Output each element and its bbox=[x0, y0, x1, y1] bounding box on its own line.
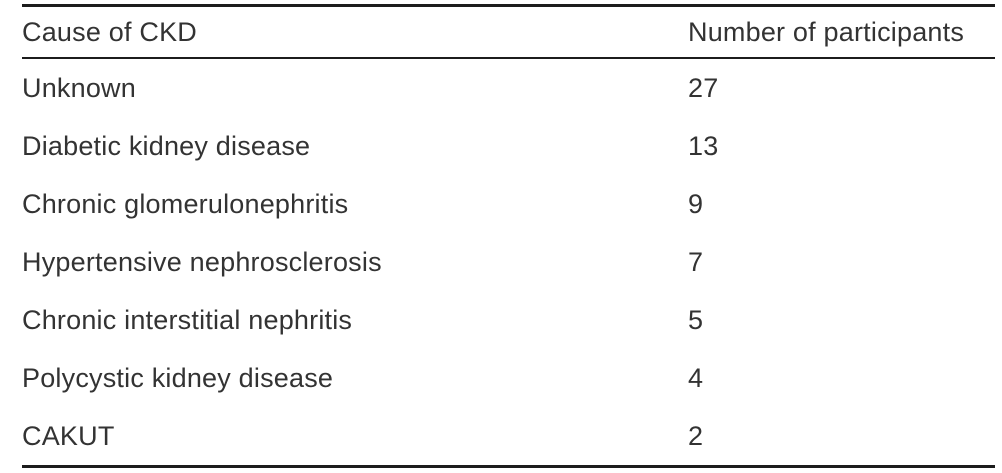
table-body: Unknown 27 Diabetic kidney disease 13 Ch… bbox=[22, 58, 995, 467]
header-row: Cause of CKD Number of participants bbox=[22, 5, 995, 59]
participants-cell: 2 bbox=[688, 420, 704, 451]
column-header-cause: Cause of CKD bbox=[22, 5, 688, 59]
participants-cell: 7 bbox=[688, 246, 704, 277]
table-row: Diabetic kidney disease 13 bbox=[22, 117, 995, 175]
participants-cell: 4 bbox=[688, 362, 704, 393]
cause-cell: CAKUT bbox=[22, 420, 115, 451]
cause-cell: Diabetic kidney disease bbox=[22, 130, 311, 161]
cause-cell: Unknown bbox=[22, 72, 136, 103]
cause-cell: Chronic interstitial nephritis bbox=[22, 304, 353, 335]
table-row: Chronic interstitial nephritis 5 bbox=[22, 291, 995, 349]
table-row: Chronic glomerulonephritis 9 bbox=[22, 175, 995, 233]
cause-cell: Chronic glomerulonephritis bbox=[22, 188, 349, 219]
table-row: Hypertensive nephrosclerosis 7 bbox=[22, 233, 995, 291]
column-header-participants: Number of participants bbox=[688, 5, 995, 59]
cause-cell: Polycystic kidney disease bbox=[22, 362, 334, 393]
table-row: CAKUT 2 bbox=[22, 407, 995, 467]
table-header: Cause of CKD Number of participants bbox=[22, 5, 995, 59]
participants-cell: 9 bbox=[688, 188, 704, 219]
participants-cell: 27 bbox=[688, 72, 719, 103]
table-row: Unknown 27 bbox=[22, 58, 995, 117]
table-row: Polycystic kidney disease 4 bbox=[22, 349, 995, 407]
participants-cell: 13 bbox=[688, 130, 719, 161]
cause-cell: Hypertensive nephrosclerosis bbox=[22, 246, 382, 277]
participants-cell: 5 bbox=[688, 304, 704, 335]
ckd-cause-table: Cause of CKD Number of participants Unkn… bbox=[22, 4, 995, 468]
